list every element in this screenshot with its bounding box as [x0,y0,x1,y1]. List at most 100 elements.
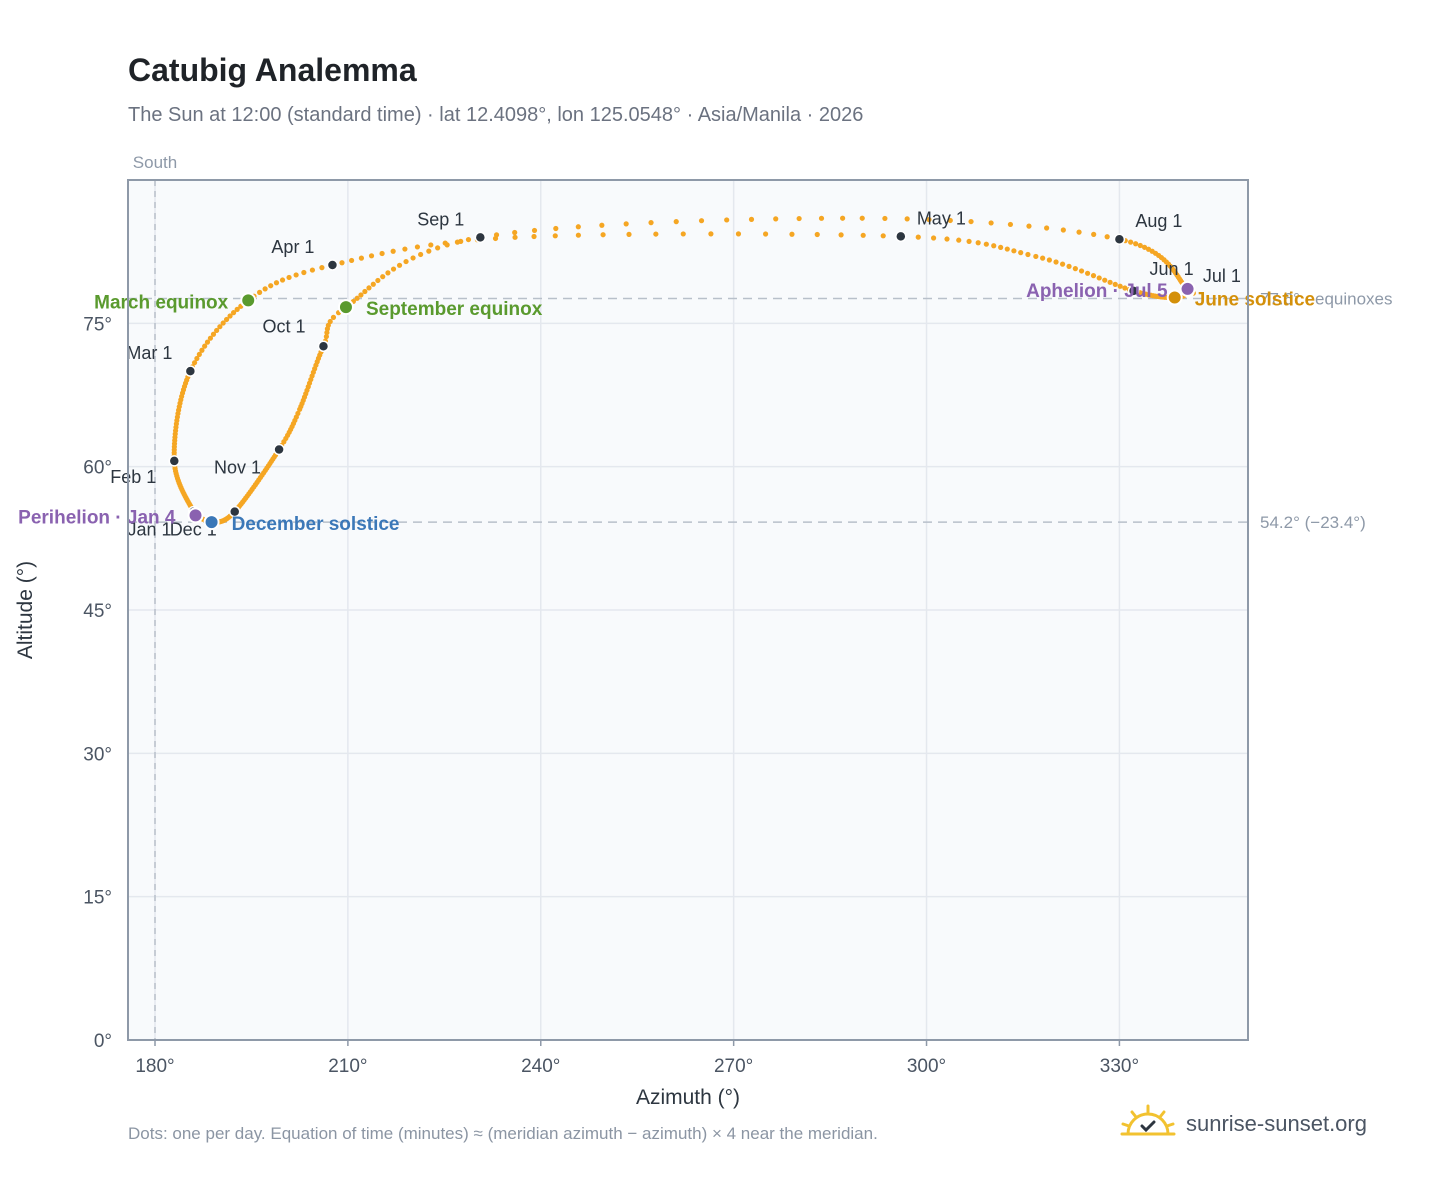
day-dot [648,220,654,226]
event-marker [187,507,204,524]
footnote: Dots: one per day. Equation of time (min… [128,1124,878,1143]
day-dot [230,310,237,316]
month-marker [326,259,339,271]
event-label: Perihelion · Jan 4 [18,507,176,528]
day-dot [444,242,450,248]
day-dot [1059,261,1066,267]
day-dot [991,243,997,249]
day-dot [349,257,355,264]
day-dot [390,266,397,272]
brand[interactable]: sunrise-sunset.org [1120,1104,1367,1144]
day-dot [1133,241,1139,247]
day-dot [414,244,421,250]
day-dot [410,255,416,261]
day-dot [1007,221,1014,228]
meridian-label: South [133,153,177,172]
day-dot [1025,251,1031,258]
day-dot [362,288,368,295]
day-dot [1137,242,1143,249]
axes: 180° 210° 240° 270° 300° 330° 0° 15° 30° 45° 60° 75… [14,179,1249,1109]
day-dot [428,242,434,248]
x-tick-label: 210° [328,1056,367,1077]
day-dot [724,217,730,223]
chart-title: Catubig Analemma [128,52,417,88]
y-axis-label: Altitude (°) [14,561,37,659]
month-marker [273,443,285,456]
event-label: March equinox [94,292,229,313]
day-dot [199,347,205,353]
day-dot [330,314,337,320]
day-dot [309,267,316,273]
month-label: Mar 1 [126,343,172,363]
day-dot [385,270,391,276]
month-marker [228,505,241,518]
plot-frame [127,179,1249,1041]
day-dot [324,329,330,336]
day-dot [379,250,385,257]
month-label: Jan 1 [128,520,172,540]
day-dot [988,220,994,226]
chart-subtitle: The Sun at 12:00 (standard time) · lat 1… [128,104,864,126]
day-dot [1104,234,1110,240]
event-marker [203,514,220,531]
month-label: Nov 1 [214,457,261,477]
day-dot [814,231,820,238]
day-dot [1078,268,1085,274]
day-dot [531,227,538,234]
day-dot [860,232,866,238]
day-dot [623,221,629,227]
day-dot [552,233,558,239]
month-marker [895,230,907,243]
month-label: May 1 [917,208,966,228]
day-dot [454,239,461,245]
day-dot [368,253,375,259]
day-dot [966,238,972,245]
day-dot [1026,223,1032,229]
day-dot [1033,253,1039,260]
day-dot [358,255,365,261]
day-dot [708,231,714,237]
day-dot [465,236,472,243]
day-dot [600,232,606,238]
day-dot [1060,227,1066,233]
day-dot [297,406,303,412]
day-dot [234,306,240,312]
day-dot [354,295,360,301]
day-dot [1122,285,1128,291]
month-marker [1127,285,1140,297]
grid-layer [128,180,1248,1041]
day-dot [390,248,396,254]
day-dot [626,231,632,237]
event-markers: March equinox September equinox December s… [18,280,1315,535]
x-tick-label: 300° [907,1056,946,1077]
day-dot [426,248,432,254]
day-dot [975,240,981,246]
day-dot [339,260,345,266]
y-tick-label: 45° [83,601,112,622]
day-dot [380,274,386,280]
day-dot [217,324,223,330]
day-dot [944,236,950,242]
month-marker [168,455,181,467]
month-marker [474,231,487,244]
day-dot [818,215,825,221]
day-dot [323,333,329,340]
day-dot [279,277,286,283]
month-label: Feb 1 [110,467,156,487]
y-tick-label: 60° [83,458,112,479]
month-label: Jun 1 [1150,259,1194,279]
day-dot [653,231,659,237]
day-dot [196,351,202,357]
day-dot [418,251,424,258]
day-dot [735,231,742,237]
equinox-altitude-label: 77.6° · equinoxes [1260,289,1393,308]
day-dot [1091,231,1097,237]
brand-name: sunrise-sunset.org [1186,1111,1367,1136]
x-tick-label: 330° [1100,1056,1139,1077]
day-dot [301,269,307,276]
day-dot [796,215,802,222]
day-dot [1011,248,1017,254]
y-tick-label: 75° [83,314,112,335]
day-dot [859,215,865,221]
